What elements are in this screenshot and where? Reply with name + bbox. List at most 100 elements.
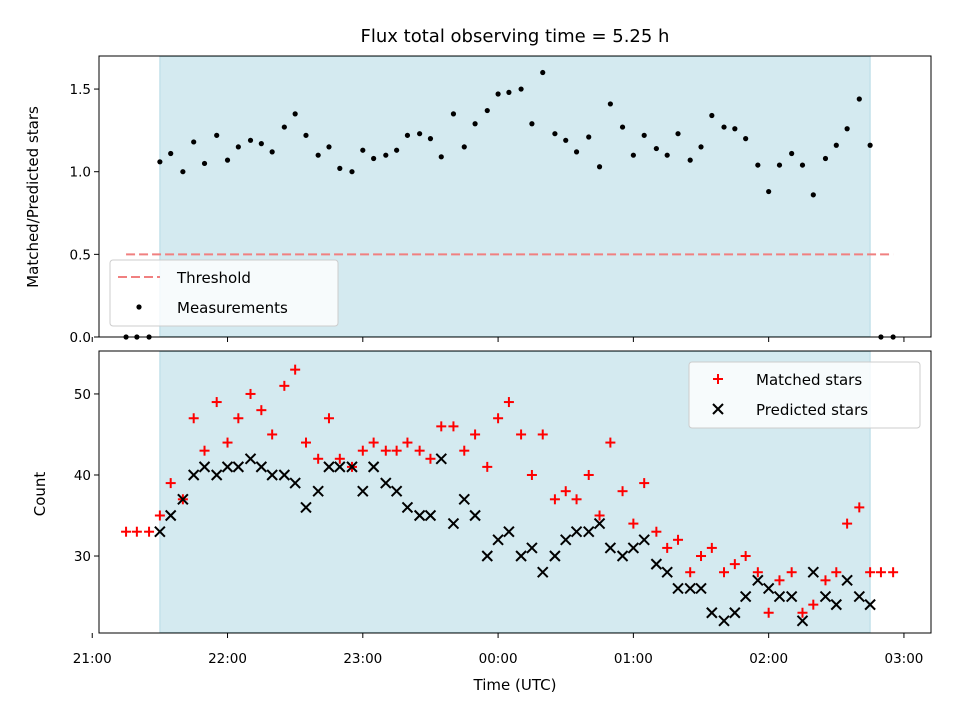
matched-star-point <box>537 429 548 440</box>
measurement-point <box>732 126 738 132</box>
measurement-point <box>349 169 355 175</box>
measurement-point <box>281 124 287 130</box>
predicted-star-point <box>492 534 504 546</box>
predicted-star-point <box>684 582 696 595</box>
measurement-point <box>292 111 298 117</box>
matched-star-point <box>470 429 481 440</box>
predicted-star-point <box>549 550 561 562</box>
matched-star-point <box>740 551 751 562</box>
predicted-star-point <box>278 469 291 481</box>
measurement-point <box>417 131 423 137</box>
predicted-star-point <box>323 461 335 473</box>
measurement-point <box>573 149 580 155</box>
x-tick-label: 00:00 <box>479 651 518 667</box>
bottom-legend-box <box>688 361 921 429</box>
measurement-point <box>438 154 444 160</box>
predicted-star-point <box>244 453 257 465</box>
matched-star-point <box>842 518 853 529</box>
x-tick-label: 01:00 <box>614 651 653 667</box>
measurement-point <box>383 152 389 158</box>
bottom-panel: 30 40 50 21:00 22:00 23:00 00:00 01:00 02:00 03:… <box>31 350 932 694</box>
measurement-point <box>540 69 546 76</box>
predicted-star-point <box>458 493 470 506</box>
measurement-point <box>810 192 816 198</box>
measurement-point <box>844 126 850 132</box>
chart-title: Flux total observing time = 5.25 h <box>361 26 670 47</box>
measurement-point <box>191 139 197 145</box>
measurement-point <box>822 155 829 162</box>
predicted-stars-points <box>154 453 876 627</box>
predicted-star-point <box>503 525 515 538</box>
matched-star-point <box>763 607 774 618</box>
matched-star-point <box>222 437 233 448</box>
matched-star-point <box>549 494 560 505</box>
x-tick-label: 02:00 <box>749 651 788 667</box>
x-tick-label: 22:00 <box>208 651 247 667</box>
predicted-star-point <box>289 477 301 489</box>
measurement-point <box>687 157 693 163</box>
matched-star-point <box>368 437 379 448</box>
matched-star-point <box>571 494 582 505</box>
predicted-star-point <box>221 461 234 473</box>
matched-star-point <box>256 405 267 416</box>
measurement-point <box>653 145 659 152</box>
predicted-star-point <box>819 590 832 603</box>
matched-star-point <box>808 599 819 610</box>
measurement-point <box>269 149 275 155</box>
y-tick-label: 1.5 <box>70 82 91 98</box>
measurement-point <box>427 136 434 142</box>
predicted-star-point <box>796 615 809 627</box>
matched-star-point <box>888 567 899 578</box>
measurement-point <box>157 159 163 165</box>
measurement-point <box>472 121 478 127</box>
matched-star-point <box>482 461 493 472</box>
predicted-star-point <box>672 582 684 595</box>
measurement-point <box>315 152 321 158</box>
predicted-star-point <box>367 461 380 473</box>
matched-star-point <box>651 526 662 537</box>
measurement-point <box>214 132 220 138</box>
matched-star-point <box>662 542 673 553</box>
predicted-star-point <box>424 509 437 522</box>
legend-measurements-label: Measurements <box>177 299 288 317</box>
measurement-point <box>201 160 208 167</box>
matched-star-point <box>459 445 470 456</box>
measurement-point <box>619 124 626 130</box>
y-tick-label: 40 <box>74 468 91 484</box>
predicted-star-point <box>841 574 853 587</box>
predicted-star-point <box>164 509 177 522</box>
matched-star-point <box>380 445 391 456</box>
matched-star-point <box>560 486 571 497</box>
measurement-point <box>247 137 254 143</box>
predicted-star-point <box>762 582 775 595</box>
measurement-point <box>799 162 806 168</box>
matched-star-point <box>323 413 334 424</box>
measurement-point <box>563 137 569 143</box>
predicted-star-point <box>864 598 876 611</box>
top-legend-box <box>109 259 339 327</box>
matched-star-point <box>516 429 527 440</box>
measurement-point <box>303 132 309 138</box>
matched-star-point <box>165 478 176 489</box>
measurement-point <box>461 144 467 150</box>
matched-star-point <box>685 567 696 578</box>
matched-star-point <box>334 453 345 464</box>
measurement-point <box>495 91 501 97</box>
top-plot-frame <box>98 55 932 338</box>
y-tick-label: 1.0 <box>70 165 91 181</box>
bottom-y-axis-label: Count <box>31 472 49 517</box>
legend-matched-label: Matched stars <box>756 371 862 389</box>
matched-star-point <box>402 437 413 448</box>
matched-star-point <box>594 510 605 521</box>
matched-star-point <box>391 445 402 456</box>
predicted-star-point <box>390 485 403 497</box>
predicted-star-point <box>807 566 820 578</box>
predicted-star-point <box>210 469 223 481</box>
matched-star-point <box>774 575 785 586</box>
matched-star-point <box>188 413 199 424</box>
matched-star-point <box>436 421 447 432</box>
measurement-point <box>168 150 174 157</box>
matched-star-point <box>279 380 290 391</box>
measurement-point <box>630 152 636 158</box>
